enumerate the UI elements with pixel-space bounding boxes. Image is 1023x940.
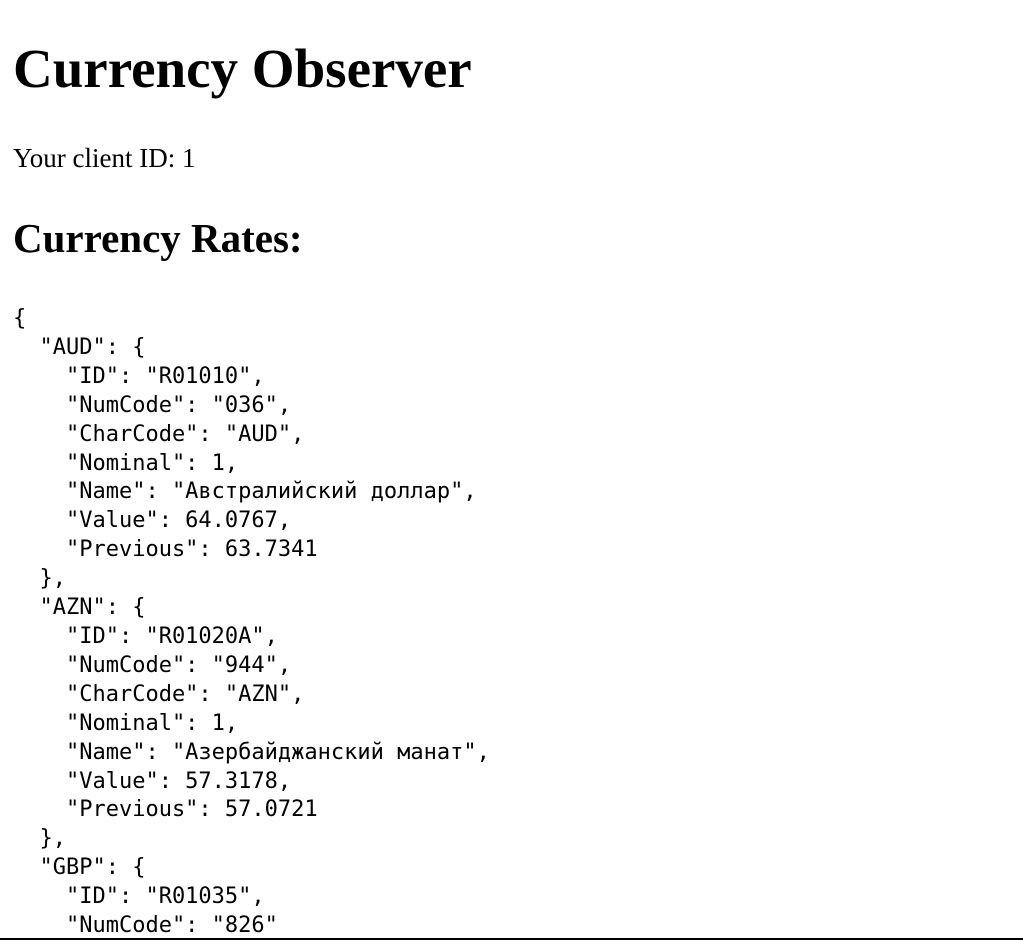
page-title: Currency Observer [13,38,472,99]
rates-heading: Currency Rates: [13,215,303,261]
page-content: Currency Observer Your client ID: 1 Curr… [13,0,1023,940]
client-id-label: Your client ID: [13,143,176,173]
currency-rates-json: { "AUD": { "ID": "R01010", "NumCode": "0… [13,306,490,939]
bottom-border [0,938,1023,940]
client-id-value: 1 [182,143,196,173]
client-id-line: Your client ID: 1 [13,142,196,174]
